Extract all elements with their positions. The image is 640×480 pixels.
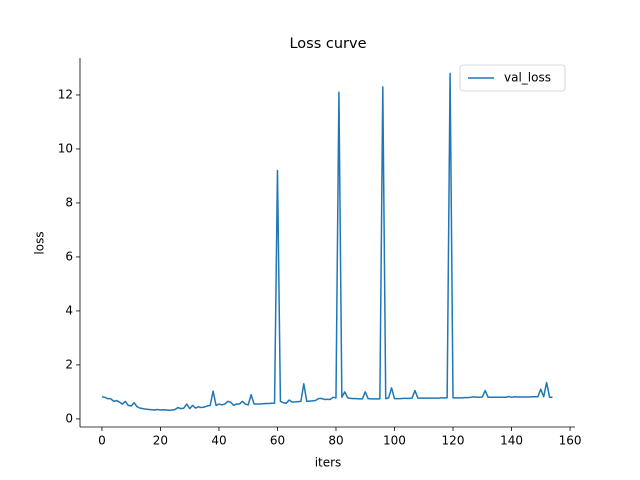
- y-tick-label: 2: [65, 357, 73, 371]
- x-tick-label: 80: [328, 434, 343, 448]
- x-tick-label: 40: [211, 434, 226, 448]
- y-tick-label: 4: [65, 303, 73, 317]
- y-tick-label: 8: [65, 195, 73, 209]
- x-tick-label: 120: [442, 434, 465, 448]
- y-tick-label: 0: [65, 411, 73, 425]
- x-tick-label: 140: [500, 434, 523, 448]
- y-tick-label: 12: [58, 87, 73, 101]
- x-tick-label: 160: [559, 434, 582, 448]
- x-tick-label: 60: [270, 434, 285, 448]
- chart-title: Loss curve: [289, 36, 366, 52]
- y-axis-label: loss: [33, 231, 47, 254]
- legend-box: [459, 64, 566, 92]
- x-tick-label: 100: [383, 434, 406, 448]
- y-tick-label: 6: [65, 249, 73, 263]
- x-axis-label: iters: [315, 456, 342, 470]
- y-tick-label: 10: [58, 141, 73, 155]
- x-tick-label: 20: [153, 434, 168, 448]
- line-series: [101, 72, 553, 412]
- legend-label: val_loss: [504, 71, 551, 85]
- x-tick-label: 0: [98, 434, 106, 448]
